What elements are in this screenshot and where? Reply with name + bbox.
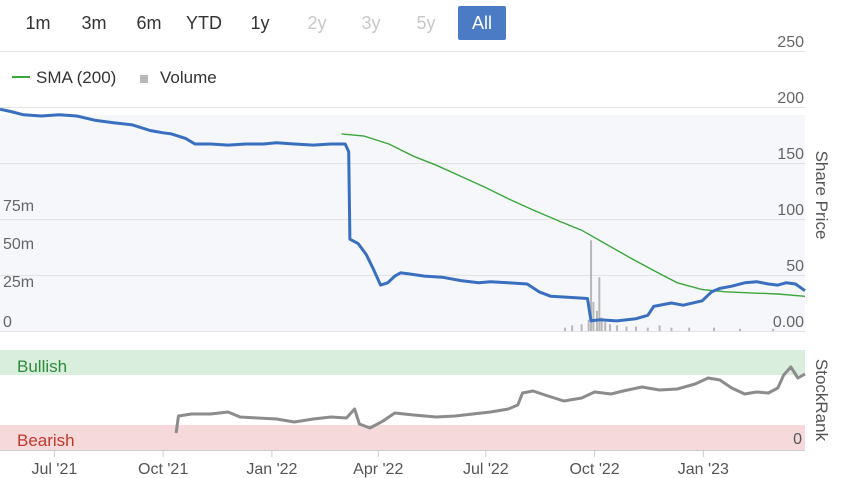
price-plot-background	[0, 115, 805, 332]
range-button-3m[interactable]: 3m	[81, 13, 107, 33]
volume-bar	[592, 301, 595, 331]
share-price-axis-ticks: 250 200 150 100 50 0.00	[773, 34, 804, 331]
sma-line-layer	[341, 133, 806, 297]
stockrank-line	[174, 365, 806, 434]
stockrank-line-layer	[174, 365, 806, 434]
x-tick-label: Jan '23	[678, 461, 729, 478]
stockrank-axis-label: StockRank	[812, 359, 831, 442]
legend[interactable]: SMA (200) Volume	[12, 68, 217, 87]
legend-volume-label[interactable]: Volume	[160, 68, 217, 87]
volume-bar	[670, 327, 673, 331]
x-tick-label: Apr '22	[353, 461, 403, 478]
volume-bar	[738, 328, 741, 331]
legend-sma-label[interactable]: SMA (200)	[36, 68, 116, 87]
share-price-tick-label: 100	[777, 202, 804, 219]
share-price-line	[0, 107, 806, 323]
volume-bar	[600, 317, 603, 331]
volume-bar	[564, 327, 567, 331]
share-price-axis-label: Share Price	[812, 151, 831, 240]
range-button-5y: 5y	[416, 13, 436, 33]
volume-bar	[772, 328, 775, 331]
volume-bar	[590, 240, 593, 331]
volume-bar	[604, 322, 607, 331]
volume-bar	[608, 324, 611, 331]
x-axis-ticks: Jul '21 Oct '21 Jan '22 Apr '22 Jul '22 Oct '…	[32, 450, 729, 478]
volume-bar	[688, 327, 691, 331]
bullish-band	[0, 350, 805, 375]
volume-bar	[712, 327, 715, 331]
share-price-tick-label: 200	[777, 90, 804, 107]
volume-tick-label: 50m	[3, 236, 34, 253]
bearish-label: Bearish	[17, 431, 75, 450]
x-tick-label: Jul '22	[463, 461, 509, 478]
share-price-tick-label: 150	[777, 146, 804, 163]
range-button-1y[interactable]: 1y	[250, 13, 270, 33]
range-button-3y: 3y	[361, 13, 381, 33]
volume-bar	[598, 277, 601, 331]
range-button-1m[interactable]: 1m	[25, 13, 51, 33]
volume-tick-label: 25m	[3, 274, 34, 291]
range-button-6m[interactable]: 6m	[136, 13, 162, 33]
price-line-layer	[0, 107, 806, 323]
legend-volume-marker	[140, 75, 148, 83]
volume-axis-ticks: 75m 50m 25m 0	[3, 198, 34, 331]
share-price-tick-label: 50	[786, 258, 804, 275]
x-tick-label: Jul '21	[32, 461, 78, 478]
volume-tick-label: 0	[3, 314, 12, 331]
x-tick-label: Oct '21	[138, 461, 188, 478]
volume-bar	[658, 325, 661, 331]
range-button-ytd[interactable]: YTD	[186, 13, 222, 33]
volume-bar	[634, 326, 637, 331]
sma-line	[341, 133, 806, 297]
bullish-label: Bullish	[17, 357, 67, 376]
range-button-all[interactable]: All	[458, 6, 506, 40]
share-price-tick-label: 0.00	[773, 314, 804, 331]
volume-tick-label: 75m	[3, 198, 34, 215]
volume-bar	[571, 325, 574, 331]
range-button-2y: 2y	[307, 13, 327, 33]
x-tick-label: Oct '22	[569, 461, 619, 478]
volume-bar	[580, 324, 583, 331]
x-tick-label: Jan '22	[246, 461, 297, 478]
share-price-tick-label: 250	[777, 34, 804, 51]
price-gridlines	[0, 51, 805, 332]
volume-bar	[587, 319, 590, 331]
volume-bar	[616, 325, 619, 331]
volume-bar	[625, 326, 628, 331]
bearish-band	[0, 425, 805, 450]
volume-bar	[646, 327, 649, 331]
stockrank-zero-tick: 0	[793, 431, 802, 448]
